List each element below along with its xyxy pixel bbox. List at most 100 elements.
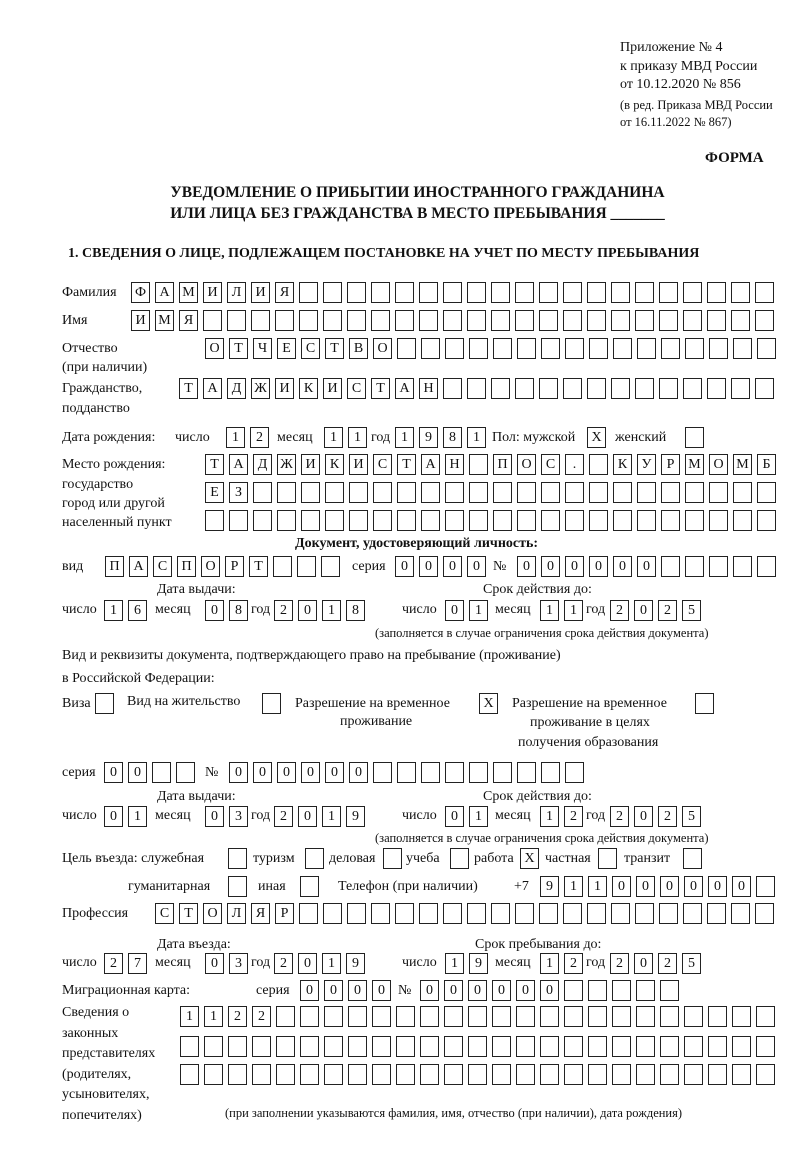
char-box[interactable] xyxy=(564,1064,583,1085)
char-box[interactable] xyxy=(324,1064,343,1085)
char-box[interactable] xyxy=(373,762,392,783)
char-box[interactable] xyxy=(468,1006,487,1027)
char-box[interactable]: 1 xyxy=(564,876,583,897)
char-box[interactable] xyxy=(253,510,272,531)
char-box[interactable] xyxy=(731,378,750,399)
char-box[interactable]: И xyxy=(251,282,270,303)
char-box[interactable] xyxy=(396,1036,415,1057)
checkbox[interactable] xyxy=(683,848,702,869)
char-box[interactable]: 2 xyxy=(610,953,629,974)
char-box[interactable] xyxy=(709,338,728,359)
char-box[interactable] xyxy=(661,338,680,359)
char-box[interactable] xyxy=(468,1036,487,1057)
char-box[interactable]: М xyxy=(155,310,174,331)
char-box[interactable]: 2 xyxy=(274,600,293,621)
char-box[interactable] xyxy=(659,378,678,399)
char-box[interactable]: 1 xyxy=(324,427,343,448)
char-box[interactable]: 1 xyxy=(469,600,488,621)
char-box[interactable] xyxy=(613,338,632,359)
char-box[interactable] xyxy=(612,1064,631,1085)
char-box[interactable] xyxy=(659,282,678,303)
char-box[interactable] xyxy=(517,510,536,531)
char-box[interactable] xyxy=(469,454,488,475)
char-box[interactable] xyxy=(756,1036,775,1057)
char-box[interactable] xyxy=(373,482,392,503)
char-box[interactable] xyxy=(564,1006,583,1027)
char-box[interactable] xyxy=(539,903,558,924)
char-box[interactable]: 0 xyxy=(612,876,631,897)
char-box[interactable] xyxy=(273,556,292,577)
char-box[interactable]: А xyxy=(395,378,414,399)
char-box[interactable] xyxy=(613,482,632,503)
char-box[interactable] xyxy=(516,1064,535,1085)
char-box[interactable]: Д xyxy=(227,378,246,399)
char-box[interactable] xyxy=(469,338,488,359)
char-box[interactable]: 0 xyxy=(589,556,608,577)
char-box[interactable] xyxy=(493,510,512,531)
char-box[interactable] xyxy=(565,338,584,359)
char-box[interactable]: Б xyxy=(757,454,776,475)
char-box[interactable]: 1 xyxy=(322,953,341,974)
checkbox[interactable] xyxy=(95,693,114,714)
char-box[interactable] xyxy=(396,1064,415,1085)
char-box[interactable] xyxy=(611,310,630,331)
char-box[interactable]: М xyxy=(733,454,752,475)
char-box[interactable]: 0 xyxy=(298,600,317,621)
char-box[interactable]: И xyxy=(349,454,368,475)
char-box[interactable]: 0 xyxy=(205,953,224,974)
char-box[interactable]: 1 xyxy=(469,806,488,827)
char-box[interactable] xyxy=(636,980,655,1001)
char-box[interactable] xyxy=(540,1064,559,1085)
char-box[interactable]: П xyxy=(493,454,512,475)
char-box[interactable] xyxy=(757,510,776,531)
char-box[interactable] xyxy=(565,482,584,503)
char-box[interactable] xyxy=(299,310,318,331)
char-box[interactable]: О xyxy=(205,338,224,359)
char-box[interactable]: 2 xyxy=(228,1006,247,1027)
char-box[interactable]: 0 xyxy=(298,953,317,974)
char-box[interactable] xyxy=(637,338,656,359)
char-box[interactable]: С xyxy=(373,454,392,475)
char-box[interactable]: Т xyxy=(179,903,198,924)
char-box[interactable] xyxy=(321,556,340,577)
char-box[interactable]: 5 xyxy=(682,806,701,827)
char-box[interactable] xyxy=(493,482,512,503)
char-box[interactable]: 0 xyxy=(492,980,511,1001)
char-box[interactable]: 0 xyxy=(349,762,368,783)
char-box[interactable]: 0 xyxy=(517,556,536,577)
char-box[interactable]: С xyxy=(541,454,560,475)
char-box[interactable] xyxy=(203,310,222,331)
char-box[interactable]: С xyxy=(153,556,172,577)
char-box[interactable] xyxy=(541,482,560,503)
char-box[interactable] xyxy=(277,482,296,503)
char-box[interactable]: 1 xyxy=(226,427,245,448)
char-box[interactable] xyxy=(564,1036,583,1057)
char-box[interactable] xyxy=(588,1006,607,1027)
char-box[interactable]: Т xyxy=(371,378,390,399)
char-box[interactable] xyxy=(469,482,488,503)
char-box[interactable]: О xyxy=(373,338,392,359)
char-box[interactable] xyxy=(277,510,296,531)
char-box[interactable]: 0 xyxy=(634,953,653,974)
char-box[interactable] xyxy=(325,510,344,531)
char-box[interactable]: 1 xyxy=(540,953,559,974)
char-box[interactable]: 9 xyxy=(419,427,438,448)
char-box[interactable] xyxy=(325,482,344,503)
char-box[interactable] xyxy=(732,1006,751,1027)
char-box[interactable]: 2 xyxy=(564,953,583,974)
char-box[interactable]: 1 xyxy=(540,806,559,827)
char-box[interactable] xyxy=(397,482,416,503)
char-box[interactable]: 1 xyxy=(348,427,367,448)
char-box[interactable]: 8 xyxy=(229,600,248,621)
char-box[interactable] xyxy=(491,378,510,399)
char-box[interactable]: Т xyxy=(249,556,268,577)
char-box[interactable] xyxy=(708,1036,727,1057)
char-box[interactable] xyxy=(445,482,464,503)
char-box[interactable] xyxy=(397,762,416,783)
char-box[interactable] xyxy=(541,762,560,783)
char-box[interactable] xyxy=(684,1036,703,1057)
char-box[interactable]: 1 xyxy=(445,953,464,974)
char-box[interactable] xyxy=(660,1064,679,1085)
char-box[interactable]: 5 xyxy=(682,953,701,974)
char-box[interactable] xyxy=(708,1006,727,1027)
